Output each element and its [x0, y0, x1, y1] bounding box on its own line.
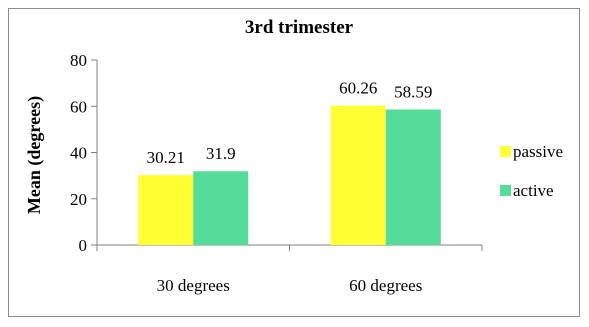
data-label: 58.59 [394, 83, 432, 102]
legend: passive active [500, 142, 563, 200]
axes: 0 20 40 60 80 30 degrees 60 degrees [70, 51, 483, 295]
legend-label-active: active [513, 181, 554, 200]
bars [138, 105, 441, 246]
y-tick-label: 60 [70, 97, 87, 116]
y-tick-label: 0 [79, 236, 88, 255]
bar-active [385, 109, 441, 246]
data-label: 60.26 [339, 79, 377, 98]
data-label: 30.21 [147, 148, 185, 167]
bar-passive [330, 105, 386, 246]
legend-label-passive: passive [513, 142, 563, 161]
y-tick-label: 80 [70, 51, 87, 70]
y-tick-label: 20 [70, 190, 87, 209]
data-label: 31.9 [206, 144, 236, 163]
y-tick-label: 40 [70, 144, 87, 163]
bar-passive [138, 175, 194, 245]
x-category-label: 30 degrees [157, 276, 230, 295]
data-labels: 30.21 31.9 60.26 58.59 [147, 79, 433, 167]
chart-title: 3rd trimester [245, 17, 354, 38]
legend-swatch-active [500, 185, 511, 196]
y-axis-label: Mean (degrees) [24, 96, 45, 214]
x-category-label: 60 degrees [349, 276, 422, 295]
chart-area [8, 8, 580, 317]
bar-active [193, 171, 249, 245]
legend-swatch-passive [500, 146, 511, 157]
